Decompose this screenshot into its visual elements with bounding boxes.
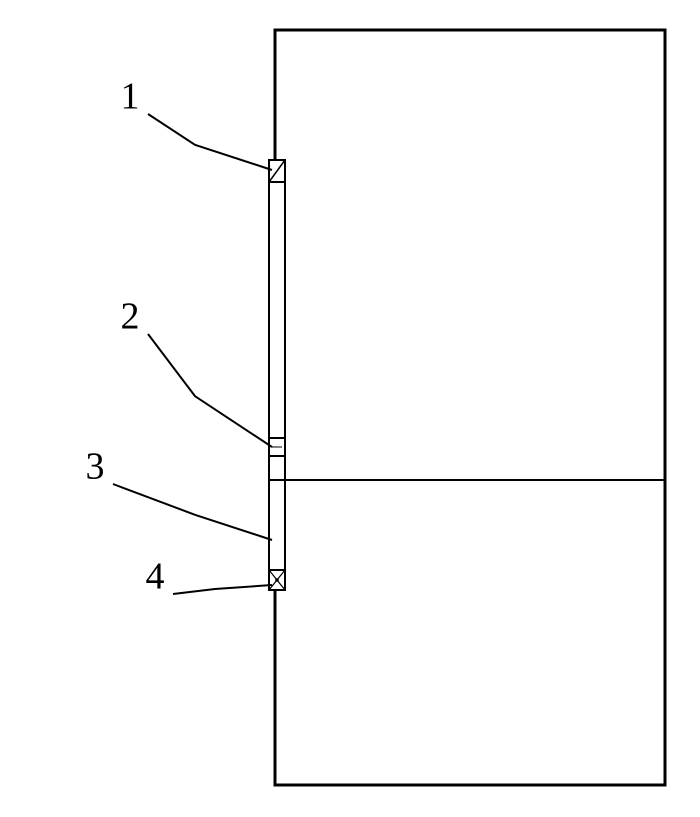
fridge-body (275, 30, 665, 785)
handle-segment-4-dot (275, 578, 279, 582)
callout-label-1: 1 (121, 76, 140, 118)
callout-label-2: 2 (121, 296, 140, 338)
handle-bar (269, 160, 285, 590)
leader-line-3 (113, 484, 272, 540)
leader-line-4 (173, 585, 272, 594)
leader-line-1 (148, 114, 272, 170)
callout-label-4: 4 (146, 556, 165, 598)
leader-line-2 (148, 334, 272, 447)
callout-label-3: 3 (86, 446, 105, 488)
